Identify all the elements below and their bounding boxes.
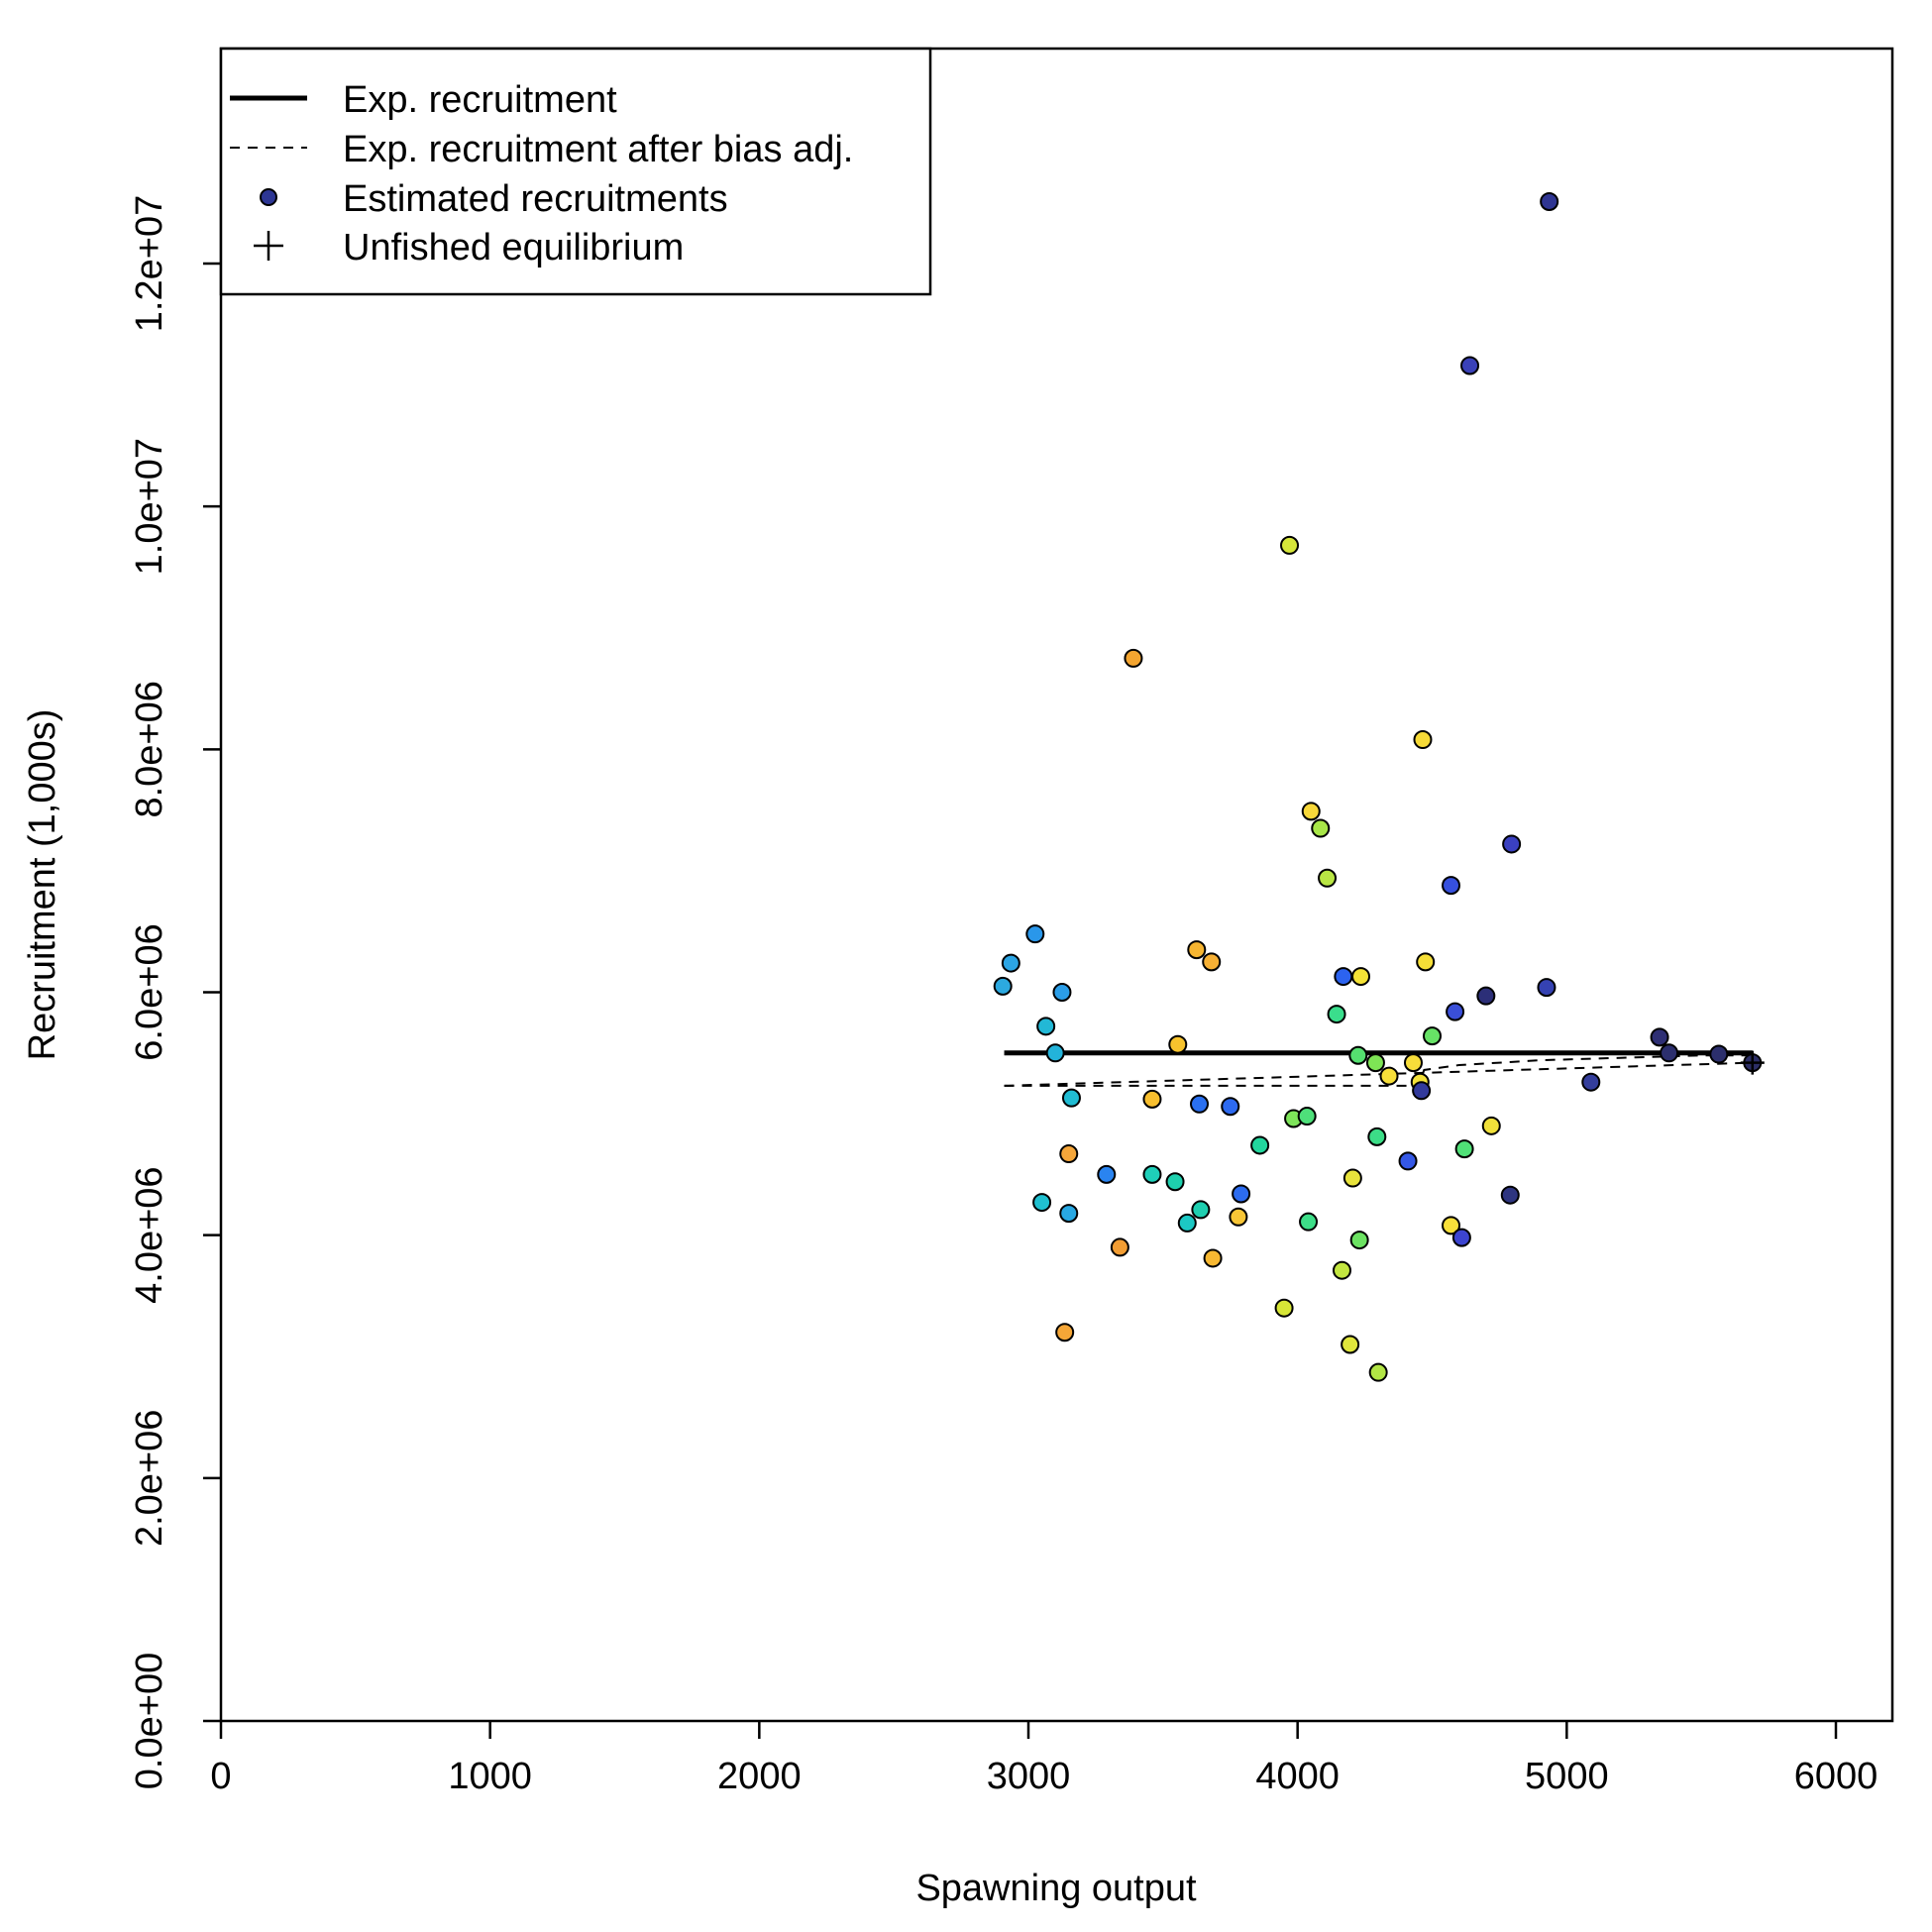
- legend-label-exp-recruitment: Exp. recruitment: [343, 79, 617, 121]
- y-tick-label: 8.0e+06: [129, 681, 170, 817]
- x-axis: 0 1000 2000 3000 4000 5000 6000: [210, 1721, 1878, 1797]
- unfished-equilibrium-marker: [1740, 1050, 1765, 1075]
- x-tick-label: 2000: [717, 1756, 802, 1797]
- recruitment-point: [1221, 1097, 1240, 1117]
- recruitment-point: [1581, 1072, 1601, 1092]
- recruitment-point: [1403, 1053, 1423, 1073]
- recruitment-point: [1348, 1045, 1368, 1065]
- recruitment-point: [1165, 1172, 1185, 1192]
- recruitment-point: [1052, 983, 1072, 1002]
- recruitment-point: [1398, 1151, 1418, 1171]
- recruitment-point: [1187, 940, 1207, 960]
- recruitment-point: [1454, 1139, 1474, 1159]
- recruitment-point: [1413, 730, 1433, 750]
- recruitment-point: [1055, 1323, 1075, 1342]
- recruitment-point: [1059, 1144, 1079, 1164]
- recruitment-point: [1059, 1204, 1079, 1224]
- recruitment-point: [1142, 1089, 1162, 1109]
- recruitment-point: [1142, 1164, 1162, 1184]
- recruitment-point: [1341, 1335, 1360, 1354]
- recruitment-point: [1412, 1081, 1432, 1101]
- recruitment-point: [1416, 952, 1436, 972]
- y-tick-label: 0.0e+00: [129, 1653, 170, 1789]
- recruitment-point: [1349, 1231, 1369, 1250]
- recruitment-point: [1540, 191, 1559, 211]
- y-tick-label: 2.0e+06: [129, 1410, 170, 1547]
- recruitment-point: [1124, 648, 1143, 668]
- recruitment-point: [993, 976, 1013, 996]
- recruitment-point: [1177, 1213, 1197, 1233]
- recruitment-point: [1297, 1107, 1317, 1127]
- recruitment-point: [1500, 1185, 1520, 1205]
- legend-plus-icon: [254, 231, 283, 261]
- recruitment-point: [1332, 1260, 1351, 1280]
- recruitment-point: [1191, 1200, 1211, 1220]
- x-tick-label: 5000: [1525, 1756, 1609, 1797]
- recruitment-point: [1250, 1135, 1270, 1155]
- y-axis-title: Recruitment (1,000s): [22, 709, 63, 1061]
- recruitment-point: [1367, 1127, 1387, 1146]
- plot-area-frame: [219, 47, 1894, 1723]
- recruitment-point: [1229, 1207, 1248, 1227]
- recruitment-point: [1423, 1026, 1442, 1046]
- recruitment-point: [1442, 1216, 1461, 1235]
- recruitment-point: [1045, 1043, 1065, 1063]
- x-tick-label: 6000: [1794, 1756, 1878, 1797]
- legend: Exp. recruitment Exp. recruitment after …: [219, 47, 932, 296]
- recruitment-point: [1650, 1027, 1669, 1047]
- recruitment-point: [1476, 986, 1496, 1006]
- x-tick-label: 1000: [448, 1756, 532, 1797]
- recruitment-point: [1379, 1066, 1399, 1086]
- recruitment-point: [1025, 924, 1045, 944]
- recruitment-point: [1460, 356, 1480, 376]
- recruitment-point: [1190, 1094, 1210, 1114]
- recruitment-point: [1232, 1184, 1251, 1204]
- recruitment-point: [1502, 834, 1522, 854]
- x-tick-label: 0: [210, 1756, 231, 1797]
- y-axis: 0.0e+00 2.0e+06 4.0e+06 6.0e+06 8.0e+06 1.0e+…: [129, 195, 221, 1789]
- recruitment-point: [1442, 876, 1461, 896]
- x-tick-label: 3000: [987, 1756, 1071, 1797]
- recruitment-point: [1202, 952, 1222, 972]
- recruitment-point: [1032, 1193, 1052, 1213]
- recruitment-point: [1481, 1116, 1501, 1135]
- y-tick-label: 6.0e+06: [129, 923, 170, 1060]
- x-tick-label: 4000: [1255, 1756, 1340, 1797]
- recruitment-point: [1274, 1298, 1294, 1318]
- recruitment-point: [1451, 1228, 1471, 1247]
- legend-label-exp-recruitment-bias-adj: Exp. recruitment after bias adj.: [343, 129, 853, 170]
- recruitment-point: [1446, 1002, 1465, 1021]
- recruitment-point: [1097, 1164, 1117, 1184]
- y-tick-label: 4.0e+06: [129, 1166, 170, 1303]
- recruitment-point: [1365, 1053, 1385, 1073]
- recruitment-point: [1660, 1043, 1679, 1063]
- recruitment-point: [1001, 953, 1020, 973]
- legend-box: [219, 47, 932, 296]
- estimated-recruitment-points: [993, 191, 1765, 1382]
- recruitment-point: [1709, 1044, 1729, 1064]
- recruitment-point: [1203, 1248, 1223, 1268]
- recruitment-point: [1318, 868, 1338, 888]
- recruitment-point: [1368, 1362, 1388, 1382]
- recruitment-point: [1351, 967, 1371, 987]
- y-tick-label: 1.0e+07: [129, 438, 170, 575]
- recruitment-point: [1334, 967, 1353, 987]
- recruitment-point: [1280, 535, 1300, 555]
- recruitment-point: [1036, 1017, 1056, 1036]
- recruitment-point: [1110, 1237, 1129, 1257]
- legend-point-icon: [260, 188, 277, 206]
- recruitment-point: [1301, 802, 1321, 821]
- recruitment-point: [1342, 1168, 1362, 1188]
- y-tick-label: 1.2e+07: [129, 195, 170, 332]
- recruitment-point: [1061, 1088, 1081, 1108]
- recruitment-point: [1537, 978, 1556, 998]
- x-axis-title: Spawning output: [915, 1868, 1197, 1909]
- legend-label-estimated-recruitments: Estimated recruitments: [343, 178, 728, 220]
- legend-label-unfished-equilibrium: Unfished equilibrium: [343, 227, 684, 268]
- recruitment-point: [1311, 818, 1331, 838]
- recruitment-point: [1327, 1005, 1346, 1024]
- recruitment-point: [1168, 1034, 1188, 1054]
- recruitment-point: [1299, 1212, 1319, 1232]
